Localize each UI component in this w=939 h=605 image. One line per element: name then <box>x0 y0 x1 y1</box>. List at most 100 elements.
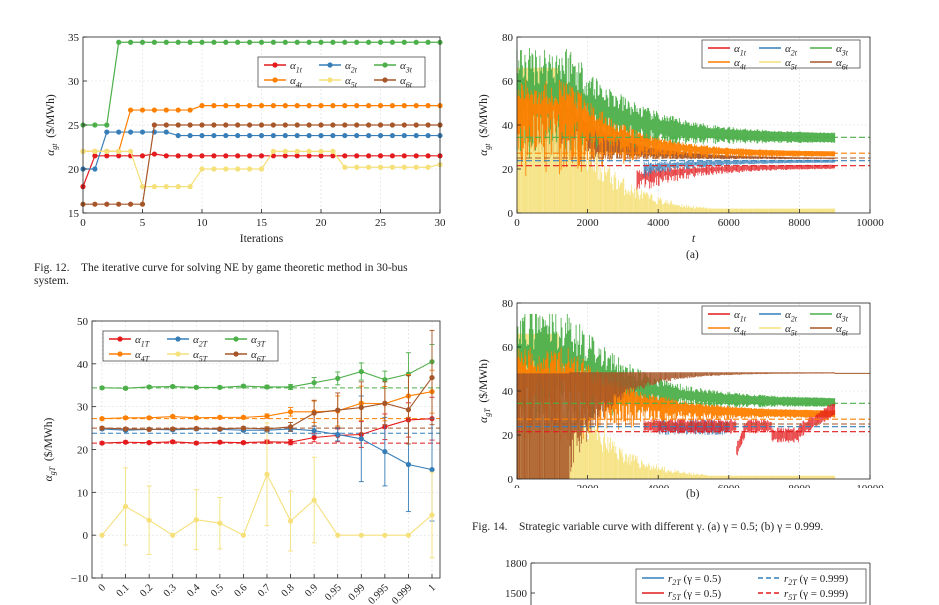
data-point-a4 <box>287 409 294 415</box>
data-point-a1 <box>401 153 407 159</box>
y-tick-label: 25 <box>68 120 80 132</box>
data-point-a4 <box>175 107 181 113</box>
x-tick-label: 0 <box>80 217 86 229</box>
data-point-a5 <box>413 164 419 170</box>
data-point-a1 <box>342 153 348 159</box>
data-point-a4 <box>170 413 176 420</box>
fig12-caption: Fig. 12. The iterative curve for solving… <box>34 262 408 287</box>
y-axis-label: αgt ($/MWh) <box>477 94 492 156</box>
x-tick-label: 0 <box>514 483 520 488</box>
x-tick-label: 0.5 <box>209 582 226 599</box>
data-point-a3 <box>366 39 372 45</box>
data-point-a3 <box>146 384 152 390</box>
data-point-a6 <box>287 424 294 430</box>
data-point-a6 <box>264 426 270 432</box>
data-point-a3 <box>382 377 388 383</box>
data-point-a5 <box>264 471 270 477</box>
data-point-a4 <box>240 414 247 420</box>
data-point-a1 <box>187 153 193 159</box>
data-point-a5 <box>377 164 384 170</box>
data-point-a2 <box>270 132 276 139</box>
data-point-a4 <box>122 415 129 421</box>
legend-label: α2t <box>345 60 358 74</box>
data-point-a2 <box>366 132 372 139</box>
data-point-a6 <box>247 122 253 128</box>
data-point-a6 <box>401 122 407 128</box>
legend-label: α1t <box>734 309 747 323</box>
data-point-a2 <box>429 467 435 473</box>
x-tick-label: 0.99 <box>347 582 368 603</box>
data-point-a2 <box>175 132 181 139</box>
data-point-a1 <box>170 439 176 445</box>
data-point-a2 <box>342 132 348 139</box>
y-tick-label: 60 <box>502 76 514 88</box>
data-point-a4 <box>223 103 229 109</box>
data-point-a6 <box>146 426 152 432</box>
trace-a2 <box>643 159 836 178</box>
data-point-a6 <box>217 426 223 432</box>
legend-label: α6t <box>836 323 849 337</box>
data-point-a3 <box>358 368 364 375</box>
data-point-a2 <box>306 132 312 139</box>
data-point-a3 <box>247 39 253 45</box>
x-tick-label: 10 <box>197 217 209 229</box>
y-tick-label: 1800 <box>505 558 528 570</box>
data-point-a3 <box>287 384 294 390</box>
legend-swatch-marker <box>327 62 333 68</box>
data-point-a4 <box>377 103 384 109</box>
data-point-a4 <box>425 103 431 109</box>
data-point-a3 <box>306 39 312 45</box>
data-point-a1 <box>116 153 122 159</box>
data-point-a5 <box>187 184 193 190</box>
legend-swatch-marker <box>382 77 388 83</box>
data-point-a2 <box>389 132 395 139</box>
data-point-a4 <box>354 103 360 109</box>
data-point-a3 <box>151 39 157 45</box>
data-point-a1 <box>146 440 152 446</box>
data-point-a5 <box>128 148 134 154</box>
data-point-a3 <box>311 380 317 386</box>
data-point-a5 <box>199 166 205 172</box>
legend-label: α2T <box>193 334 208 348</box>
data-point-a4 <box>187 107 193 113</box>
data-point-a2 <box>425 132 431 139</box>
legend-box <box>102 330 279 362</box>
fig14-caption: Fig. 14. Strategic variable curve with d… <box>472 521 824 533</box>
legend-swatch-marker <box>117 336 123 342</box>
data-point-a4 <box>128 107 134 113</box>
data-point-a5 <box>240 532 247 538</box>
data-point-a6 <box>335 407 341 413</box>
data-point-a1 <box>294 153 300 159</box>
x-tick-label: 6000 <box>718 217 741 229</box>
data-point-a1 <box>247 153 253 159</box>
data-point-a5 <box>104 148 110 154</box>
legend-swatch-marker <box>327 77 333 83</box>
data-point-a3 <box>342 39 348 45</box>
x-tick-label: 0.2 <box>138 582 155 599</box>
data-point-a4 <box>413 103 419 109</box>
x-tick-label: 0.4 <box>185 582 203 600</box>
data-point-a5 <box>163 184 169 190</box>
x-tick-label: 0.9 <box>303 582 320 599</box>
x-tick-label: 30 <box>435 217 447 229</box>
data-point-a1 <box>330 153 336 159</box>
data-point-a2 <box>199 132 205 139</box>
data-point-a3 <box>335 375 341 381</box>
data-point-a5 <box>170 532 176 538</box>
legend-label: α4T <box>135 349 150 363</box>
data-point-a5 <box>282 148 288 154</box>
legend-swatch-marker <box>233 351 239 357</box>
x-tick-label: 8000 <box>788 483 811 488</box>
y-tick-label: −10 <box>71 573 89 585</box>
data-point-a6 <box>163 122 169 128</box>
legend-box <box>701 305 861 335</box>
data-point-a1 <box>287 439 294 445</box>
data-point-a5 <box>425 164 431 170</box>
data-point-a1 <box>99 440 105 446</box>
y-tick-label: 20 <box>68 164 80 176</box>
data-point-a3 <box>199 39 205 45</box>
y-tick-label: 10 <box>77 487 89 499</box>
data-point-a2 <box>282 132 288 139</box>
data-point-a2 <box>318 132 324 139</box>
